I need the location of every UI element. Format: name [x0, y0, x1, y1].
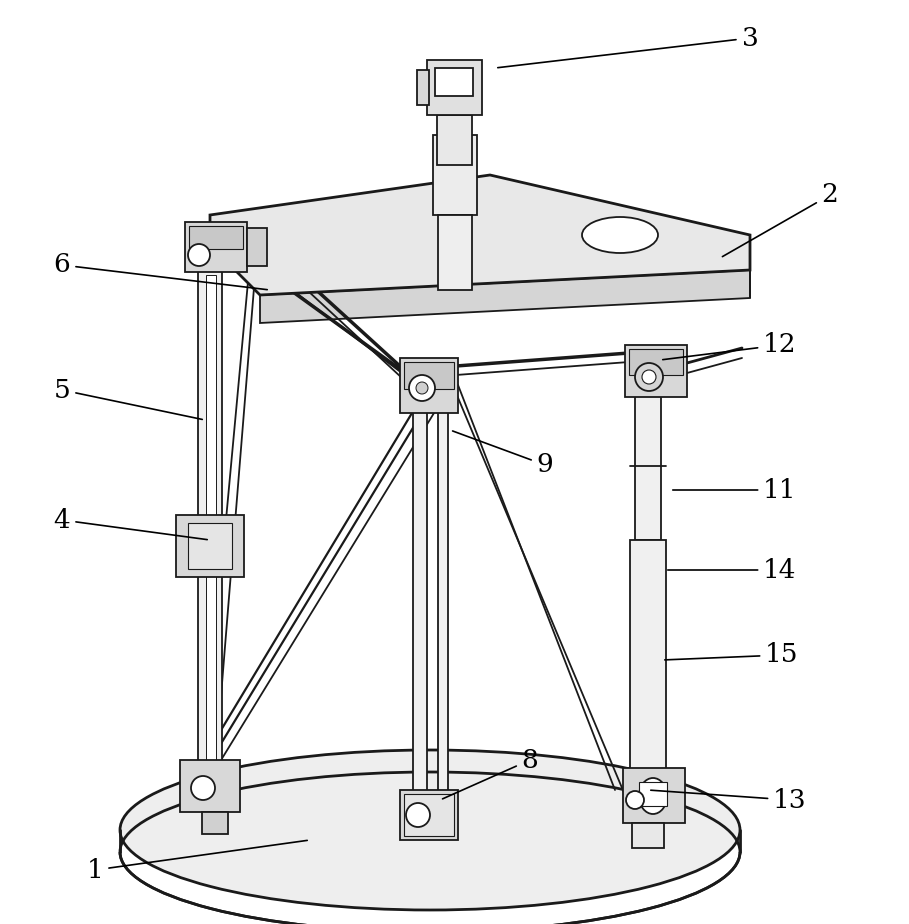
Bar — [630, 540, 666, 770]
Bar — [176, 515, 244, 577]
Text: 6: 6 — [54, 252, 267, 289]
Bar — [206, 275, 216, 765]
Bar — [635, 396, 661, 540]
Ellipse shape — [416, 382, 428, 394]
Text: 12: 12 — [663, 333, 797, 359]
Bar — [639, 782, 667, 806]
Bar — [400, 358, 458, 413]
Text: 9: 9 — [453, 431, 554, 478]
Bar — [180, 760, 240, 812]
Bar — [400, 790, 458, 840]
Bar — [437, 115, 472, 165]
Bar — [438, 412, 448, 795]
Text: 3: 3 — [498, 26, 758, 67]
Bar — [413, 412, 427, 795]
Ellipse shape — [409, 375, 435, 401]
Text: 4: 4 — [54, 507, 207, 540]
Bar — [202, 812, 228, 834]
Ellipse shape — [639, 778, 667, 814]
Polygon shape — [260, 270, 750, 323]
Ellipse shape — [635, 363, 663, 391]
Bar — [433, 135, 477, 215]
Text: 11: 11 — [673, 478, 797, 503]
Bar — [188, 523, 232, 569]
Bar — [417, 70, 429, 105]
Ellipse shape — [582, 217, 658, 253]
Bar — [185, 222, 247, 272]
Polygon shape — [210, 175, 750, 295]
Ellipse shape — [188, 244, 210, 266]
Bar — [247, 228, 267, 266]
Bar — [404, 362, 454, 389]
Ellipse shape — [626, 791, 644, 809]
Bar — [632, 823, 664, 848]
Text: 2: 2 — [723, 183, 838, 257]
Text: 8: 8 — [443, 748, 538, 799]
Bar — [427, 60, 482, 115]
Text: 13: 13 — [651, 787, 807, 812]
Bar — [623, 768, 685, 823]
Bar — [189, 226, 243, 249]
Ellipse shape — [642, 370, 656, 384]
Text: 1: 1 — [86, 841, 307, 882]
Bar — [629, 349, 683, 375]
Ellipse shape — [191, 776, 215, 800]
Bar — [404, 794, 454, 836]
Ellipse shape — [406, 803, 430, 827]
Bar — [438, 215, 472, 290]
Bar — [625, 345, 687, 397]
Text: 5: 5 — [54, 378, 203, 419]
Text: 14: 14 — [668, 557, 797, 582]
Text: 15: 15 — [664, 642, 799, 667]
Ellipse shape — [120, 750, 740, 910]
Bar — [198, 270, 222, 770]
Bar — [435, 68, 473, 96]
